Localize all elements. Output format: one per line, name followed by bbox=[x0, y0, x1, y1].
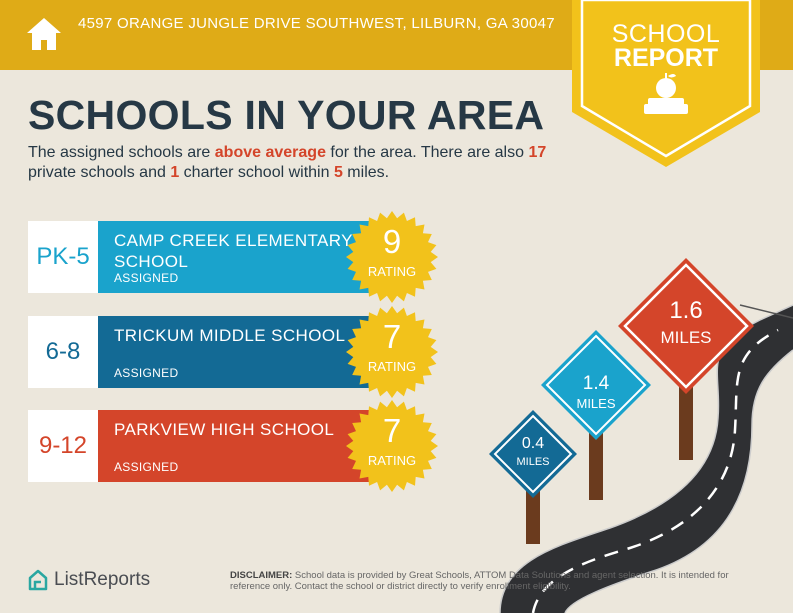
rating-seal-icon bbox=[346, 400, 438, 492]
rating-value: 7 bbox=[382, 318, 402, 355]
listreports-logo-icon bbox=[28, 569, 48, 591]
rating-seal-icon bbox=[346, 306, 438, 398]
rating-value: 9 bbox=[382, 223, 402, 260]
sign-distance-value: 1.6 bbox=[669, 297, 703, 324]
school-name: CAMP CREEK ELEMENTARY SCHOOL bbox=[114, 231, 353, 271]
sign-distance-unit: MILES bbox=[660, 328, 712, 347]
listreports-logo: ListReports bbox=[28, 569, 150, 591]
intro-text: The assigned schools are above average f… bbox=[28, 144, 547, 181]
sign-distance-value: 1.4 bbox=[582, 373, 610, 394]
distance-sign-1.6 bbox=[618, 258, 754, 394]
sign-distance-unit: MILES bbox=[516, 456, 550, 468]
rating-label: RATING bbox=[367, 453, 417, 468]
school-report-badge bbox=[572, 0, 760, 167]
school-row-elementary: PK-5 CAMP CREEK ELEMENTARY SCHOOL ASSIGN… bbox=[28, 211, 448, 303]
distance-sign-0.4 bbox=[489, 410, 577, 498]
rating-value: 7 bbox=[382, 412, 402, 449]
rating-label: RATING bbox=[367, 264, 417, 279]
school-status: ASSIGNED bbox=[114, 366, 179, 380]
school-row-middle: 6-8 TRICKUM MIDDLE SCHOOL ASSIGNED 7 RAT… bbox=[28, 306, 448, 398]
school-row-high: 9-12 PARKVIEW HIGH SCHOOL ASSIGNED 7 RAT… bbox=[28, 400, 448, 492]
sign-distance-value: 0.4 bbox=[521, 435, 545, 452]
grade-range: 6-8 bbox=[28, 316, 98, 388]
school-status: ASSIGNED bbox=[114, 460, 179, 474]
rating-seal-icon bbox=[346, 211, 438, 303]
badge-line1: SCHOOL bbox=[611, 20, 721, 48]
page-title: SCHOOLS IN YOUR AREA bbox=[28, 92, 545, 138]
badge-line2: REPORT bbox=[613, 44, 719, 72]
home-icon bbox=[27, 18, 61, 50]
sign-post bbox=[526, 478, 540, 544]
rating-label: RATING bbox=[367, 359, 417, 374]
sign-distance-unit: MILES bbox=[576, 396, 616, 411]
logo-text: ListReports bbox=[54, 569, 151, 590]
property-address: 4597 ORANGE JUNGLE DRIVE SOUTHWEST, LILB… bbox=[78, 15, 555, 32]
grade-range: PK-5 bbox=[28, 221, 98, 293]
disclaimer-text: DISCLAIMER: School data is provided by G… bbox=[230, 570, 729, 592]
school-name: TRICKUM MIDDLE SCHOOL bbox=[114, 326, 346, 345]
school-status: ASSIGNED bbox=[114, 271, 179, 285]
grade-range: 9-12 bbox=[28, 410, 98, 482]
sign-post bbox=[589, 430, 603, 500]
sign-post bbox=[679, 380, 693, 460]
apple-books-icon bbox=[644, 73, 688, 114]
school-name: PARKVIEW HIGH SCHOOL bbox=[114, 420, 335, 439]
